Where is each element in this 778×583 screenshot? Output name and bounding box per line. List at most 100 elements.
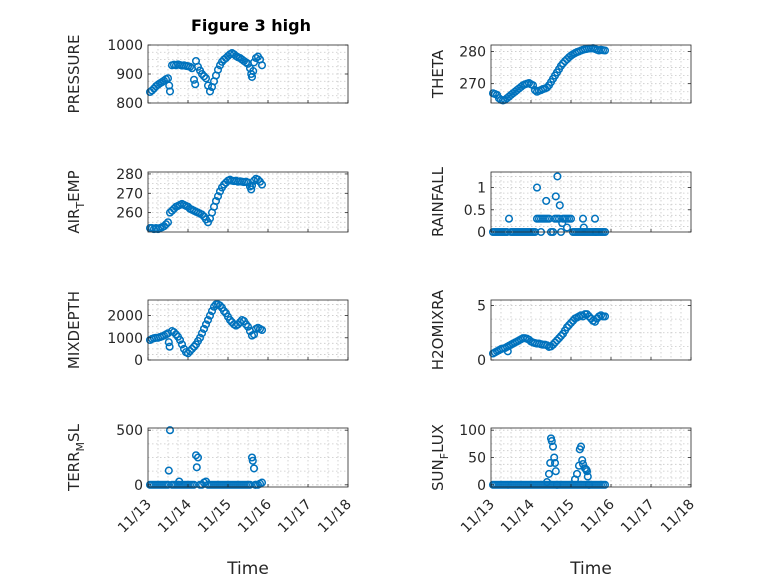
ytick-label-mixdepth: 2000 — [107, 309, 143, 325]
data-point-pressure — [257, 61, 267, 70]
data-point-theta — [600, 46, 610, 55]
ylabel-pressure: PRESSURE — [65, 35, 83, 114]
data-point-sun_flux — [572, 469, 582, 478]
data-point-sun_flux — [550, 453, 559, 462]
subplot-h2omixra: 0 5 H2OMIXRA — [429, 289, 692, 370]
xtick-label-terr_msl: 11/17 — [275, 497, 315, 537]
data-point-rainfall — [562, 223, 572, 232]
axes-box-rainfall — [490, 171, 692, 233]
ytick-label-pressure: 900 — [116, 67, 143, 83]
ytick-label-air_temp: 270 — [116, 186, 143, 202]
xtick-label-sun_flux: 11/17 — [618, 497, 658, 537]
data-point-pressure — [147, 86, 157, 95]
xtick-label-terr_msl: 11/13 — [115, 497, 155, 537]
subplot-sun_flux: 0 50 100 11/13 11/14 11/15 11/16 11/17 11/18 Time… — [429, 423, 698, 579]
data-point-sun_flux — [576, 442, 586, 451]
data-point-sun_flux — [578, 456, 587, 465]
ytick-label-terr_msl: 0 — [134, 478, 143, 494]
axes-box-terr_msl — [147, 427, 349, 488]
data-point-h2omixra — [584, 312, 594, 321]
data-point-rainfall — [590, 214, 600, 223]
data-point-mixdepth — [241, 320, 251, 329]
data-point-mixdepth — [175, 335, 185, 345]
data-point-rainfall — [532, 183, 542, 192]
ytick-label-sun_flux: 50 — [468, 451, 486, 467]
data-point-rainfall — [578, 214, 588, 223]
ytick-label-mixdepth: 0 — [134, 353, 143, 369]
data-point-h2omixra — [600, 312, 610, 321]
data-point-sun_flux — [542, 478, 552, 487]
ytick-label-terr_msl: 500 — [116, 423, 143, 439]
data-point-mixdepth — [201, 320, 211, 329]
axes-box-mixdepth — [147, 299, 349, 361]
data-point-mixdepth — [169, 328, 179, 337]
data-point-mixdepth — [257, 325, 267, 335]
data-point-mixdepth — [203, 315, 213, 325]
data-point-theta — [528, 81, 538, 90]
ytick-label-theta: 270 — [459, 77, 486, 93]
data-point-theta — [558, 59, 568, 68]
ytick-label-rainfall: 0 — [477, 225, 486, 241]
data-point-mixdepth — [207, 307, 217, 316]
data-point-rainfall — [558, 219, 567, 228]
ytick-label-mixdepth: 1000 — [107, 331, 143, 347]
data-point-air_temp — [197, 210, 207, 219]
data-point-mixdepth — [165, 342, 174, 351]
data-point-mixdepth — [199, 324, 209, 333]
data-point-pressure — [201, 74, 211, 83]
data-point-h2omixra — [566, 318, 576, 327]
xtick-label-terr_msl: 11/18 — [315, 497, 355, 537]
data-point-terr_msl — [192, 463, 201, 472]
data-point-h2omixra — [582, 310, 592, 319]
data-point-terr_msl — [248, 456, 257, 465]
subplot-terr_msl: 0 500 11/13 11/14 11/15 11/16 11/17 11/18 Time TE… — [65, 423, 355, 579]
data-point-pressure — [189, 75, 199, 84]
data-point-air_temp — [215, 187, 225, 196]
figure-title: Figure 3 high — [191, 16, 311, 35]
data-point-sun_flux — [552, 480, 562, 489]
data-point-air_temp — [163, 218, 173, 227]
data-point-air_temp — [257, 180, 267, 189]
xtick-label-terr_msl: 11/15 — [195, 497, 235, 537]
data-point-pressure — [249, 67, 258, 76]
data-point-rainfall — [542, 196, 551, 205]
data-point-mixdepth — [225, 315, 235, 325]
data-point-rainfall — [555, 201, 564, 210]
data-point-sun_flux — [548, 442, 558, 451]
ytick-label-h2omixra: 0 — [477, 353, 486, 369]
data-point-sun_flux — [583, 472, 592, 481]
ylabel-mixdepth: MIXDEPTH — [65, 291, 83, 369]
ytick-label-sun_flux: 100 — [459, 423, 486, 439]
ylabel-terr_msl: TERRMSL — [65, 423, 87, 492]
data-point-sun_flux — [547, 437, 556, 446]
data-point-h2omixra — [562, 323, 572, 332]
data-point-mixdepth — [183, 349, 193, 358]
ytick-label-theta: 280 — [459, 44, 486, 60]
ytick-label-pressure: 800 — [116, 96, 143, 112]
subplot-mixdepth: 0 1000 2000 MIXDEPTH — [65, 291, 349, 369]
axes-box-air_temp — [147, 171, 349, 233]
subplot-theta: 270 280 THETA — [429, 44, 692, 105]
data-point-terr_msl — [249, 464, 259, 473]
data-point-mixdepth — [177, 340, 187, 349]
ytick-label-rainfall: 1 — [477, 181, 486, 197]
data-point-air_temp — [161, 220, 171, 229]
xtick-label-sun_flux: 11/15 — [538, 497, 578, 537]
axes-box-theta — [490, 44, 692, 104]
subplot-pressure: 800 900 1000 PRESSURE — [65, 35, 349, 114]
data-point-terr_msl — [247, 453, 257, 462]
ytick-label-air_temp: 280 — [116, 167, 143, 183]
data-point-mixdepth — [215, 301, 225, 310]
data-point-pressure — [163, 74, 173, 83]
data-point-terr_msl — [193, 453, 203, 462]
ytick-label-rainfall: 0.5 — [464, 203, 486, 219]
data-point-rainfall — [551, 192, 560, 201]
data-point-mixdepth — [187, 344, 197, 353]
data-point-theta — [542, 83, 552, 92]
xtick-label-sun_flux: 11/16 — [578, 496, 618, 536]
data-point-air_temp — [247, 185, 256, 194]
ytick-label-pressure: 1000 — [107, 38, 143, 54]
data-point-terr_msl — [191, 451, 201, 460]
data-point-terr_msl — [257, 478, 267, 487]
